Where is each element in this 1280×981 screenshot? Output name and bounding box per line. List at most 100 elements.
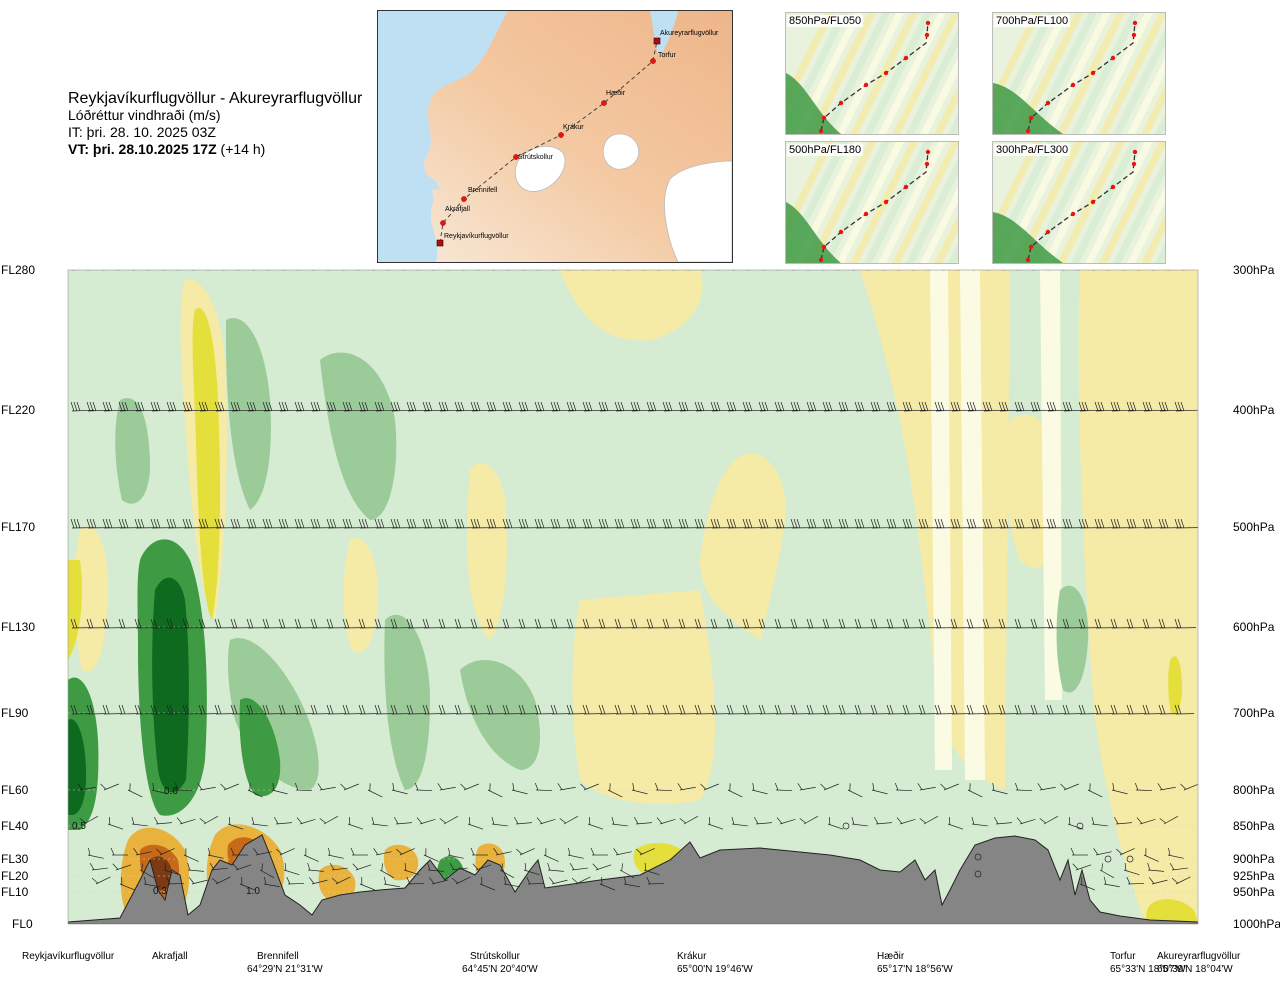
wind-barb [416,817,436,825]
wind-barb [1099,863,1115,879]
barb-tick [1048,270,1049,271]
barb-tick [853,270,854,271]
barb-tick [829,270,830,271]
barb-shaft [535,409,559,412]
barb-shaft [107,823,124,830]
barb-tick [1036,518,1041,529]
barb-tick [274,816,279,824]
barb-tick [953,401,958,412]
barb-tick [491,816,495,825]
wind-barb [432,270,440,271]
barb-tick [501,863,503,872]
barb-shaft [803,815,819,825]
barb-tick [1168,270,1169,271]
barb-tick [872,782,875,791]
flight-level-label: FL60 [1,783,29,797]
barb-tick [86,401,91,412]
barb-tick [940,783,947,790]
barb-tick [345,704,350,715]
wind-barb [549,877,568,885]
barb-tick [1052,401,1057,412]
wind-barb [967,783,983,798]
barb-shaft [223,783,239,791]
flight-level-label: FL40 [1,819,29,833]
barb-tick [1129,704,1134,715]
wind-barb [150,401,175,412]
inset-label: 500hPa/FL180 [787,144,864,156]
barb-tick [1161,618,1166,629]
barb-tick [665,704,670,715]
wind-barb [1171,876,1191,885]
barb-tick [185,518,190,529]
wind-barb [503,876,520,888]
barb-shaft [1151,879,1168,885]
wind-barb [402,270,410,271]
flight-level-label: FL90 [1,706,29,720]
barb-tick [811,270,812,271]
wind-barb [102,401,127,412]
barb-shaft [151,789,168,795]
wind-barb [182,401,207,412]
barb-shaft [983,409,1007,412]
wind-barb [566,401,591,412]
barb-tick [876,401,881,412]
wind-barb [134,704,155,715]
barb-tick [470,847,475,856]
barb-tick [1046,618,1051,629]
barb-tick [463,270,464,271]
barb-shaft [967,789,983,798]
wind-barb [790,401,815,412]
barb-tick [166,876,171,885]
barb-tick [514,816,519,824]
barb-tick [745,618,750,629]
waypoint-marker [513,154,519,160]
barb-tick [108,401,113,412]
calm-wind-circle [842,822,850,830]
wind-barb [646,876,665,885]
barb-tick [654,782,659,791]
barb-tick [121,704,126,715]
wind-barb [726,401,751,412]
barb-shaft [199,786,216,791]
barb-tick [433,270,434,271]
barb-tick [457,401,462,412]
barb-tick [934,704,939,715]
barb-tick [611,816,615,825]
barb-tick [470,401,475,412]
wind-barb [1114,816,1132,825]
velocity-contour-weak-down [343,538,379,653]
barb-tick [550,401,555,412]
wind-barb [507,270,515,271]
wind-barb [467,817,484,830]
wind-barb [1077,270,1085,271]
barb-tick [470,704,475,715]
barb-shaft [839,409,863,412]
barb-tick [742,518,747,529]
barb-tick [908,518,913,529]
waypoint-marker [601,100,607,106]
barb-tick [131,816,135,825]
wind-barb [966,704,987,715]
barb-tick [585,518,590,529]
barb-tick [1189,270,1190,271]
wind-barb [406,704,427,715]
wind-barb [70,704,91,715]
inset-waypoint [924,161,930,167]
barb-tick [284,518,289,529]
barb-tick [236,401,241,412]
barb-tick [1033,704,1038,715]
barb-shaft [899,818,916,825]
barb-tick [328,270,329,271]
barb-tick [109,270,110,271]
barb-tick [934,270,935,271]
barb-tick [478,270,479,271]
barb-tick [396,518,401,529]
barb-tick [681,704,686,715]
wind-barb [283,862,300,876]
barb-tick [1177,618,1182,629]
wind-barb [717,270,725,271]
barb-tick [156,848,163,855]
barb-tick [631,270,632,271]
barb-shaft [263,883,280,888]
barb-shaft [1063,409,1087,412]
